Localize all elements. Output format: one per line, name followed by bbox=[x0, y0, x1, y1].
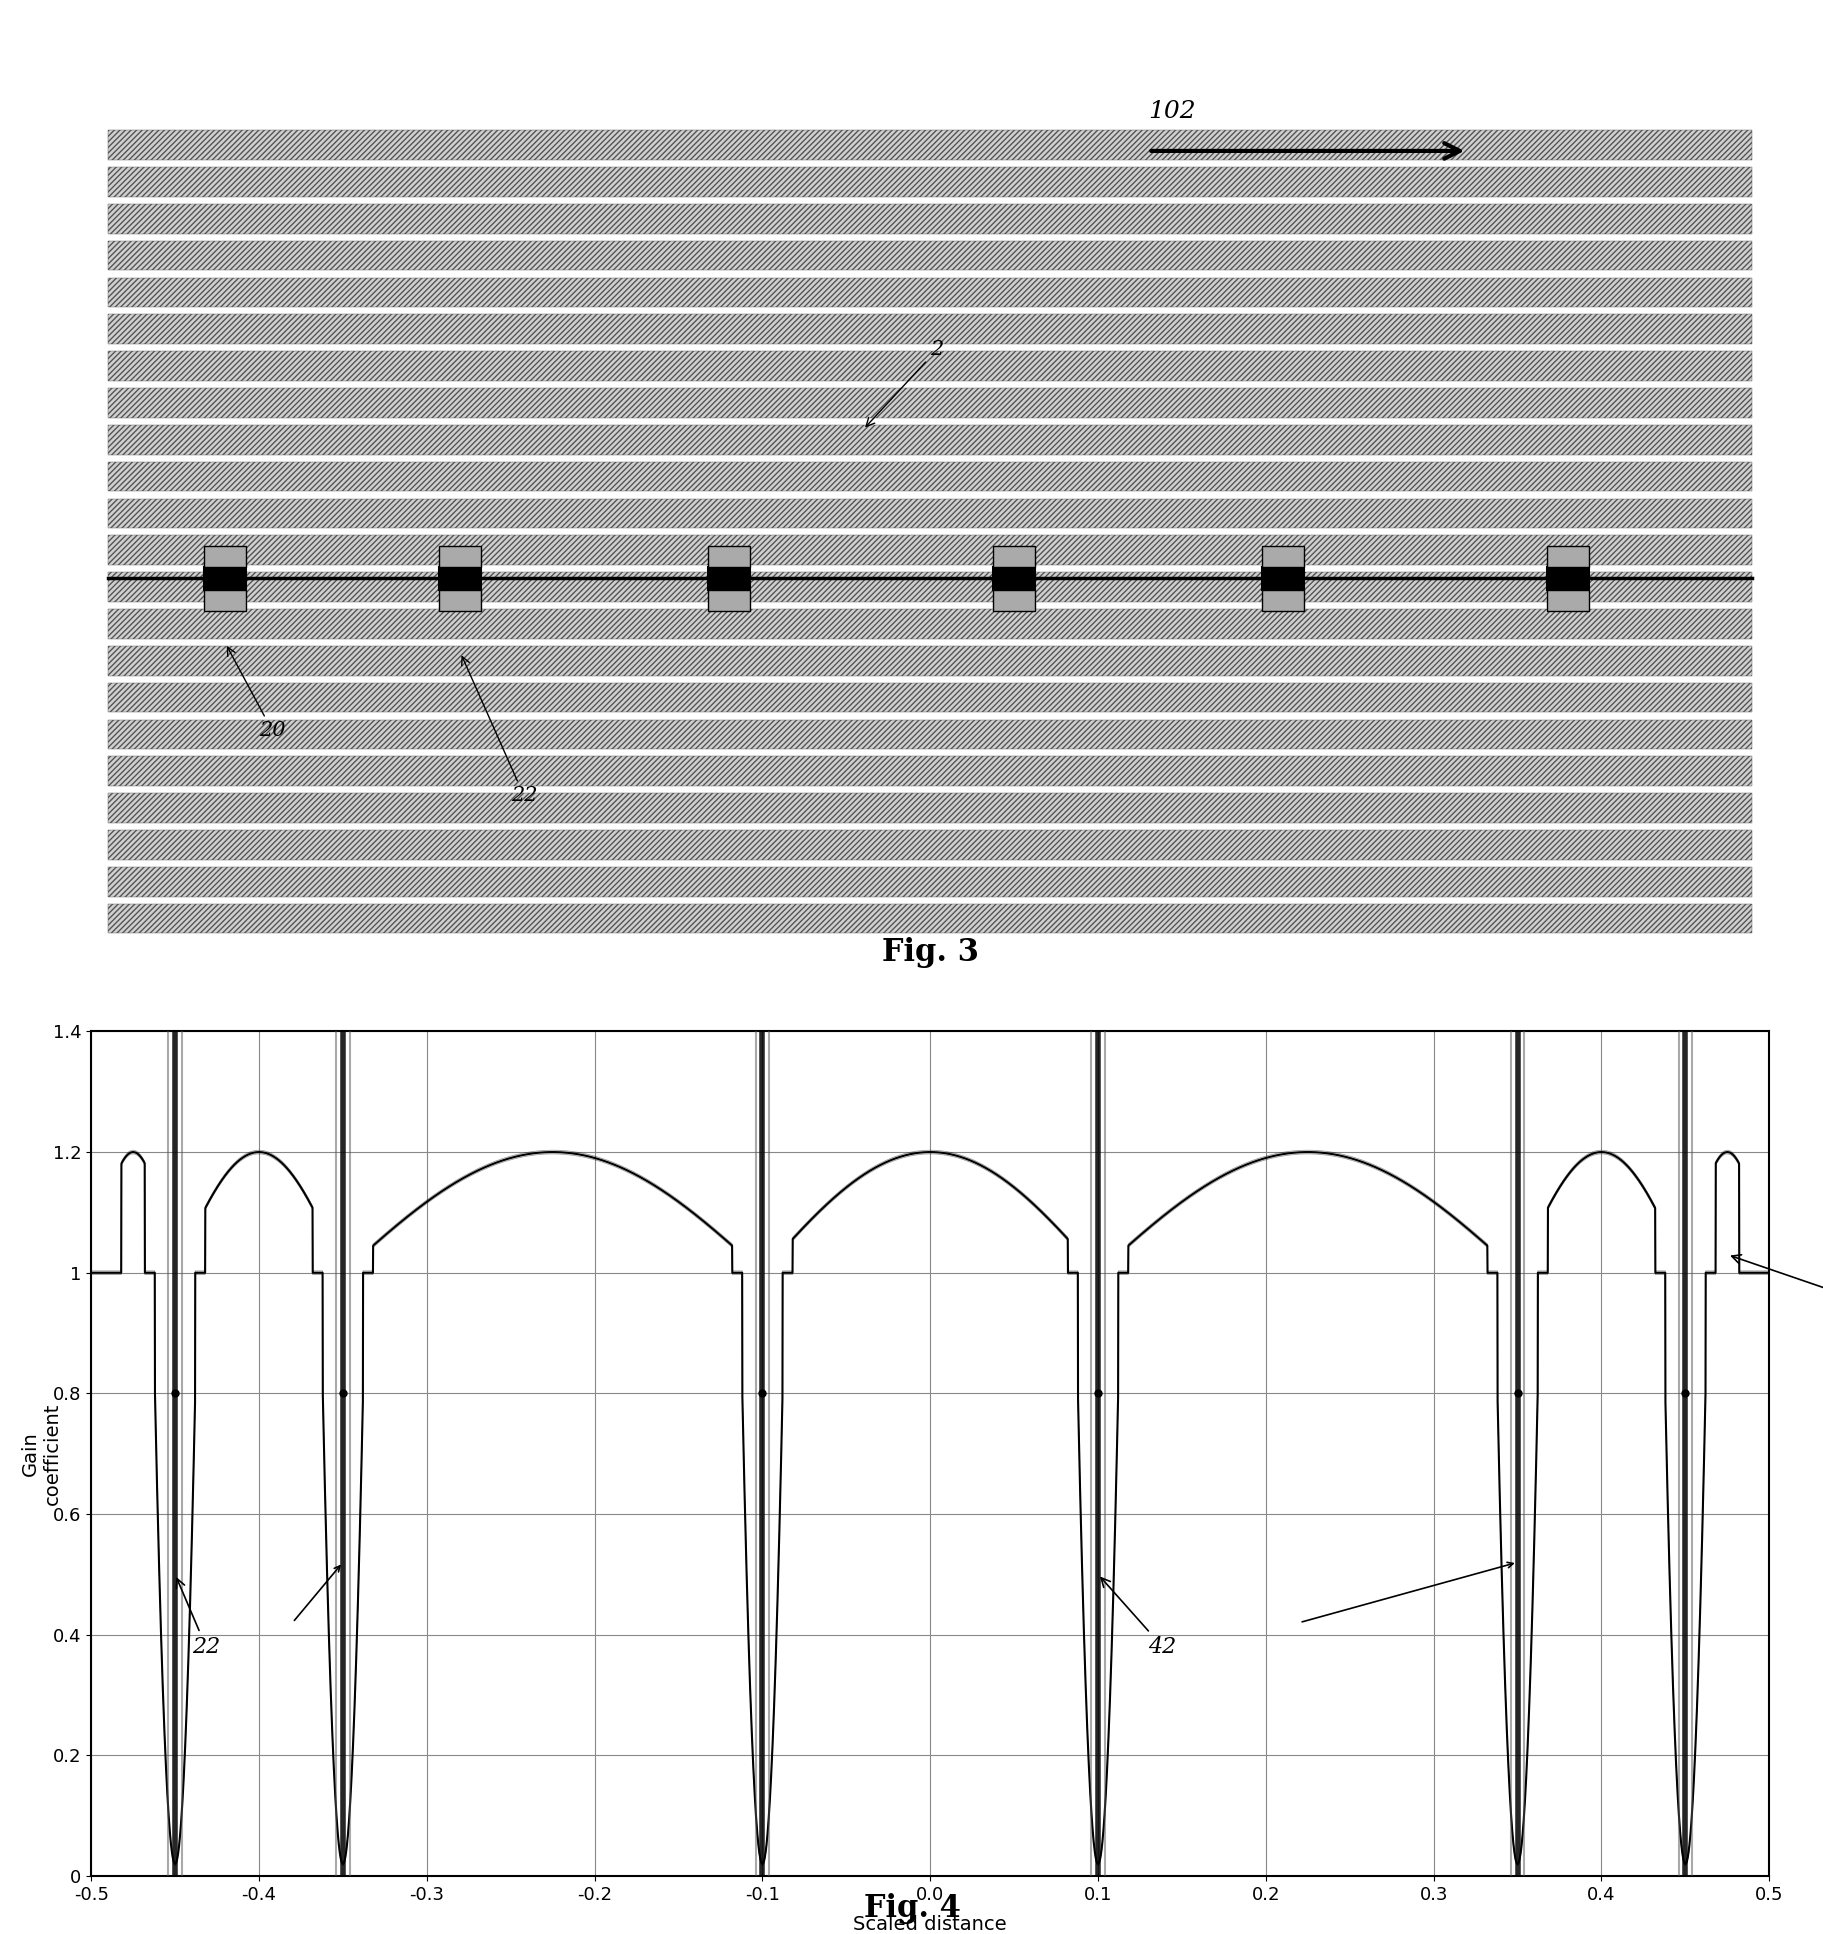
Bar bbox=[108, 352, 1752, 381]
Bar bbox=[1262, 590, 1303, 611]
Bar bbox=[1262, 567, 1303, 590]
Text: 42: 42 bbox=[1101, 1578, 1176, 1657]
Bar bbox=[108, 499, 1752, 528]
Bar bbox=[108, 536, 1752, 565]
Bar bbox=[108, 277, 1752, 308]
Bar bbox=[108, 903, 1752, 934]
Y-axis label: Gain
coefficient: Gain coefficient bbox=[22, 1402, 62, 1505]
Bar bbox=[204, 590, 246, 611]
Bar bbox=[108, 830, 1752, 861]
Bar bbox=[108, 389, 1752, 418]
Bar bbox=[108, 609, 1752, 638]
Bar bbox=[439, 567, 481, 590]
Text: 40: 40 bbox=[1730, 1255, 1823, 1307]
Bar bbox=[108, 462, 1752, 491]
Bar bbox=[992, 567, 1035, 590]
Text: 2: 2 bbox=[866, 340, 942, 427]
Bar bbox=[439, 545, 481, 567]
Bar bbox=[108, 166, 1752, 197]
Bar bbox=[204, 567, 246, 590]
Bar bbox=[108, 793, 1752, 824]
Bar bbox=[108, 315, 1752, 344]
Text: 22: 22 bbox=[177, 1578, 221, 1657]
Bar bbox=[992, 545, 1035, 567]
Bar bbox=[108, 203, 1752, 234]
Text: 22: 22 bbox=[461, 656, 538, 805]
Bar bbox=[108, 866, 1752, 897]
Bar bbox=[108, 683, 1752, 712]
Bar bbox=[1546, 545, 1588, 567]
Bar bbox=[108, 240, 1752, 271]
Bar bbox=[108, 646, 1752, 675]
Text: Fig. 4: Fig. 4 bbox=[862, 1893, 961, 1924]
Bar bbox=[1546, 590, 1588, 611]
Bar bbox=[1546, 567, 1588, 590]
Bar bbox=[108, 572, 1752, 601]
Bar bbox=[707, 590, 749, 611]
Bar bbox=[992, 590, 1035, 611]
Text: 102: 102 bbox=[1148, 101, 1196, 124]
Bar bbox=[707, 567, 749, 590]
X-axis label: Scaled distance: Scaled distance bbox=[853, 1915, 1006, 1934]
Bar bbox=[108, 425, 1752, 454]
Bar bbox=[108, 719, 1752, 748]
Bar bbox=[204, 545, 246, 567]
Bar bbox=[108, 756, 1752, 785]
Text: 20: 20 bbox=[228, 648, 286, 741]
Text: Fig. 3: Fig. 3 bbox=[881, 938, 979, 969]
Bar bbox=[1262, 545, 1303, 567]
Bar bbox=[707, 545, 749, 567]
Bar bbox=[439, 590, 481, 611]
Bar bbox=[108, 130, 1752, 161]
